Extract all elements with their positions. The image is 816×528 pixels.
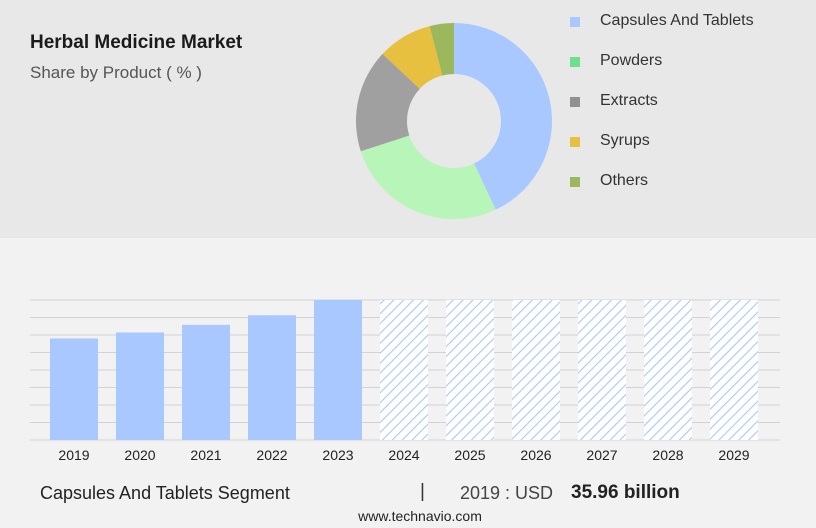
legend-label-powders: Powders — [600, 52, 663, 69]
x-tick-label-2029: 2029 — [718, 447, 749, 463]
x-tick-label-2026: 2026 — [520, 447, 551, 463]
forecast-bar-2025 — [446, 300, 494, 440]
bar-2022 — [248, 315, 296, 440]
forecast-bar-2027 — [578, 300, 626, 440]
legend-swatch-others — [570, 177, 580, 187]
forecast-bar-2024 — [380, 300, 428, 440]
legend-label-extracts: Extracts — [600, 92, 658, 109]
x-tick-label-2023: 2023 — [322, 447, 353, 463]
bar-2023 — [314, 300, 362, 440]
x-tick-label-2022: 2022 — [256, 447, 287, 463]
donut-chart — [355, 23, 552, 219]
legend-label-capsules-and-tablets: Capsules And Tablets — [600, 12, 754, 29]
donut-slice-syrups — [382, 26, 443, 89]
bar-2020 — [116, 332, 164, 440]
x-tick-label-2028: 2028 — [652, 447, 683, 463]
donut-slice-others — [429, 23, 454, 76]
x-tick-label-2025: 2025 — [454, 447, 485, 463]
chart-subtitle: Share by Product ( % ) — [30, 63, 202, 82]
source-link[interactable]: www.technavio.com — [358, 508, 482, 524]
donut-slice-capsules-and-tablets — [454, 23, 552, 210]
legend-swatch-powders — [570, 57, 580, 67]
bar-year-labels: 2019 2020 2021 2022 2023 2024 2025 2026 2027 2028… — [58, 447, 749, 463]
legend-swatch-capsules-and-tablets — [570, 17, 580, 27]
forecast-bar-2026 — [512, 300, 560, 440]
bar-2019 — [50, 338, 98, 440]
donut-slice-extracts — [355, 53, 420, 152]
x-tick-label-2027: 2027 — [586, 447, 617, 463]
x-tick-label-2019: 2019 — [58, 447, 89, 463]
legend-label-syrups: Syrups — [600, 132, 650, 149]
forecast-bar-2029 — [710, 300, 758, 440]
forecast-bar-2028 — [644, 300, 692, 440]
bar-2021 — [182, 324, 230, 440]
footer-separator: | — [420, 481, 425, 502]
footer-value: 35.96 billion — [571, 482, 680, 503]
legend-item-syrups: Syrups — [570, 132, 810, 152]
donut-slice-powders — [360, 135, 496, 219]
legend-label-others: Others — [600, 172, 649, 189]
legend-item-powders: Powders — [570, 52, 810, 72]
footer-segment-label: Capsules And Tablets Segment — [40, 483, 290, 503]
legend-swatch-extracts — [570, 97, 580, 107]
x-tick-label-2021: 2021 — [190, 447, 221, 463]
x-tick-label-2024: 2024 — [388, 447, 419, 463]
footer-year-label: 2019 : USD — [460, 483, 554, 503]
bar-chart — [50, 300, 758, 440]
x-tick-label-2020: 2020 — [124, 447, 155, 463]
legend-item-extracts: Extracts — [570, 92, 810, 112]
legend-item-capsules-and-tablets: Capsules And Tablets — [570, 12, 810, 32]
legend-item-others: Others — [570, 172, 810, 192]
chart-title: Herbal Medicine Market — [30, 32, 243, 53]
legend-swatch-syrups — [570, 137, 580, 147]
